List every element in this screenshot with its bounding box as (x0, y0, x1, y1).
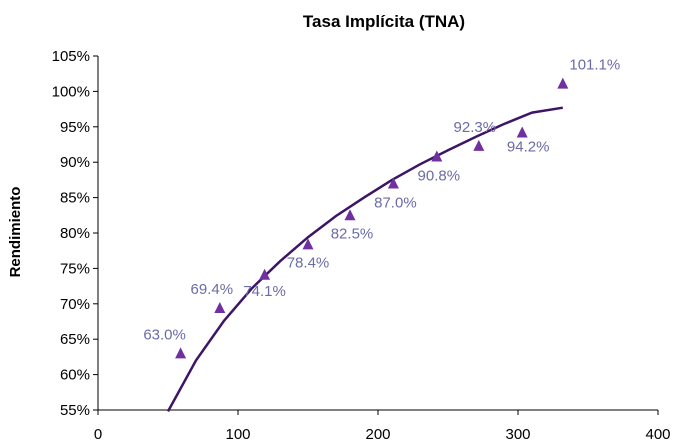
y-axis-label: Rendimiento (7, 187, 24, 278)
x-ticks: 0 100 200 300 400 (94, 410, 671, 443)
y-tick-label: 55% (60, 402, 90, 419)
data-label: 94.2% (507, 138, 550, 155)
y-tick-label: 65% (60, 331, 90, 348)
x-tick-label: 400 (645, 426, 670, 443)
y-ticks: 55% 60% 65% 70% 75% 80% 85% 90% 95% 100% 105% (52, 48, 98, 419)
data-label: 69.4% (191, 281, 234, 298)
data-point-marker (516, 126, 528, 138)
y-tick-label: 60% (60, 367, 90, 384)
data-point-marker (431, 150, 443, 162)
data-label: 90.8% (418, 168, 461, 185)
data-point-marker (175, 347, 187, 359)
y-tick-label: 85% (60, 190, 90, 207)
trendline-group (166, 106, 563, 413)
data-point-marker (214, 302, 226, 314)
data-labels-group: 63.0% 69.4% 74.1%78.4%82.5%87.0%90.8% 92.3%… (143, 57, 620, 344)
points-group (175, 77, 569, 359)
x-tick-label: 0 (94, 426, 102, 443)
data-label: 82.5% (331, 225, 374, 242)
data-point-marker (259, 268, 271, 280)
data-label: 63.0% (143, 326, 186, 343)
data-label: 74.1% (243, 283, 286, 300)
y-tick-label: 105% (52, 48, 90, 65)
trendline (166, 106, 563, 413)
data-point-marker (302, 238, 314, 250)
y-tick-label: 75% (60, 260, 90, 277)
y-tick-label: 70% (60, 296, 90, 313)
data-point-marker (387, 177, 399, 189)
x-tick-label: 300 (505, 426, 530, 443)
data-point-marker (557, 77, 569, 89)
data-label: 78.4% (287, 254, 330, 271)
data-label: 92.3% (454, 119, 497, 136)
data-point-marker (473, 139, 485, 151)
data-label: 87.0% (374, 194, 417, 211)
chart-title: Tasa Implícita (TNA) (303, 12, 465, 31)
data-label: 101.1% (569, 57, 620, 74)
y-tick-label: 100% (52, 83, 90, 100)
x-tick-label: 200 (365, 426, 390, 443)
y-tick-label: 80% (60, 225, 90, 242)
y-tick-label: 95% (60, 119, 90, 136)
x-tick-label: 100 (225, 426, 250, 443)
data-point-marker (344, 209, 356, 221)
y-tick-label: 90% (60, 154, 90, 171)
